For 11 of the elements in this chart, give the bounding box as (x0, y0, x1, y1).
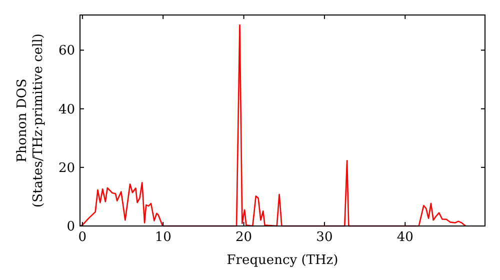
y-tick-label: 0 (66, 220, 75, 235)
y-tick-label: 40 (58, 102, 75, 118)
x-tick-label: 40 (396, 230, 414, 245)
y-tick-label: 20 (58, 160, 75, 176)
x-tick-label: 30 (316, 230, 333, 245)
x-tick-label: 20 (236, 230, 252, 245)
y-axis-title: Phonon DOS (States/THz·primitive cell) (15, 33, 46, 208)
x-tick-label: 0 (78, 230, 87, 245)
y-tick-label: 60 (58, 44, 75, 59)
x-axis-title: Frequency (THz) (226, 253, 338, 268)
x-tick-label: 10 (154, 230, 172, 245)
